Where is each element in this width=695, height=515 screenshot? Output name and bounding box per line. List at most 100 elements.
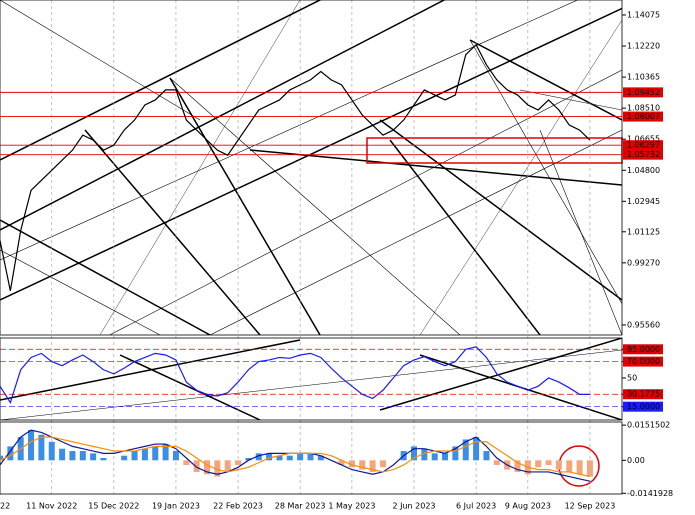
y-tick-label: 0.99270 [627, 258, 660, 267]
y-tick-label: 1.10365 [627, 73, 660, 82]
y-tick-label: 0.95560 [627, 320, 660, 329]
series-line [0, 436, 591, 478]
histogram-bar [576, 460, 583, 475]
pane-frame [0, 337, 623, 421]
level-box [623, 356, 663, 367]
histogram-bar [462, 439, 469, 461]
histogram-bar [348, 460, 355, 468]
histogram-bar [483, 451, 490, 461]
histogram-bar [359, 460, 366, 470]
histogram-bar [90, 453, 97, 461]
x-tick-label: 12 Sep 2023 [565, 502, 616, 511]
level-label: 1.09452 [627, 88, 660, 97]
y-tick-label: 1.06655 [627, 135, 660, 144]
y-tick-label: 0.00 [627, 456, 645, 465]
histogram-bar [297, 453, 304, 461]
x-tick-label: 2 Jun 2023 [392, 502, 435, 511]
histogram-bar [586, 460, 593, 477]
y-tick-label: 50 [627, 373, 637, 382]
histogram-bar [493, 460, 500, 465]
level-box [623, 87, 663, 98]
y-tick-label: 1.02945 [627, 197, 660, 206]
level-box [623, 111, 663, 122]
histogram-bar [566, 460, 573, 472]
histogram-bar [162, 444, 169, 461]
histogram-bar [555, 460, 562, 470]
histogram-bar [545, 460, 552, 465]
trend-lines [0, 0, 622, 335]
histogram-bar [79, 451, 86, 461]
y-tick-label: 1.14075 [627, 10, 660, 19]
x-tick-label: 28 Mar 2023 [275, 502, 326, 511]
histogram-bar [69, 451, 76, 461]
histogram-bar [121, 455, 128, 461]
x-tick-label: 2022 [0, 502, 10, 511]
x-tick-label: 15 Dec 2022 [88, 502, 139, 511]
histogram-bar [255, 453, 262, 461]
histogram-bar [0, 455, 3, 461]
x-tick-label: 19 Jan 2023 [152, 502, 200, 511]
level-box [623, 344, 663, 355]
level-box [623, 389, 663, 400]
histogram-bar [7, 446, 14, 461]
series-line [0, 346, 590, 404]
level-box [623, 140, 663, 151]
pane-frame [0, 421, 623, 495]
histogram-bar [193, 460, 200, 472]
series-line [0, 43, 591, 291]
x-tick-label: 9 Aug 2023 [505, 502, 551, 511]
y-tick-label: 1.12220 [627, 42, 660, 51]
histogram-bar [28, 430, 35, 461]
histogram-bar [473, 437, 480, 461]
histogram-bar [152, 446, 159, 461]
x-tick-label: 6 Jul 2023 [456, 502, 496, 511]
histogram-bar [245, 458, 252, 461]
histogram-bar [183, 460, 190, 465]
histogram-bar [452, 446, 459, 461]
histogram-bar [338, 460, 345, 465]
level-label: 1.06297 [627, 141, 660, 150]
histogram-bar [514, 460, 521, 472]
histogram-bar [411, 446, 417, 461]
level-box [623, 401, 663, 412]
histogram-bar [266, 453, 273, 461]
histogram-bar [59, 448, 66, 461]
level-label: 1.05732 [627, 150, 660, 159]
x-tick-label: 11 Nov 2022 [26, 502, 77, 511]
histogram-bar [379, 460, 386, 468]
x-tick-label: 1 May 2023 [328, 502, 375, 511]
histogram-bar [317, 455, 324, 461]
histogram-bar [535, 460, 542, 468]
histogram-bar [48, 441, 55, 461]
histogram-bar [131, 451, 138, 461]
histogram-bar [224, 460, 231, 472]
level-box [623, 149, 663, 160]
histogram-bar [100, 458, 107, 461]
y-tick-label: -0.0141928 [627, 489, 673, 498]
histogram-bar [442, 453, 449, 461]
histogram-bar [421, 448, 428, 461]
histogram-bar [172, 451, 179, 461]
histogram-bar [431, 453, 438, 461]
histogram-bar [369, 460, 376, 472]
histogram-bar [286, 455, 293, 461]
histogram-bar [214, 460, 221, 477]
histogram-bar [276, 455, 283, 461]
histogram-bar [141, 448, 148, 461]
y-tick-label: 15.0000 [627, 402, 660, 411]
level-label: 1.08007 [627, 112, 660, 121]
y-tick-label: 1.04800 [627, 166, 660, 175]
y-tick-label: 70.0000 [627, 357, 660, 366]
y-tick-label: 0.0151502 [627, 421, 670, 430]
histogram-bar [38, 434, 45, 461]
histogram-bar [235, 460, 242, 465]
histogram-bar [307, 453, 314, 461]
y-tick-label: 1.08510 [627, 104, 660, 113]
pane-frame [0, 0, 623, 336]
x-tick-label: 22 Feb 2023 [213, 502, 263, 511]
y-tick-label: 1.01125 [627, 227, 660, 236]
histogram-bar [204, 460, 210, 475]
y-tick-label: 85.0000 [627, 345, 660, 354]
